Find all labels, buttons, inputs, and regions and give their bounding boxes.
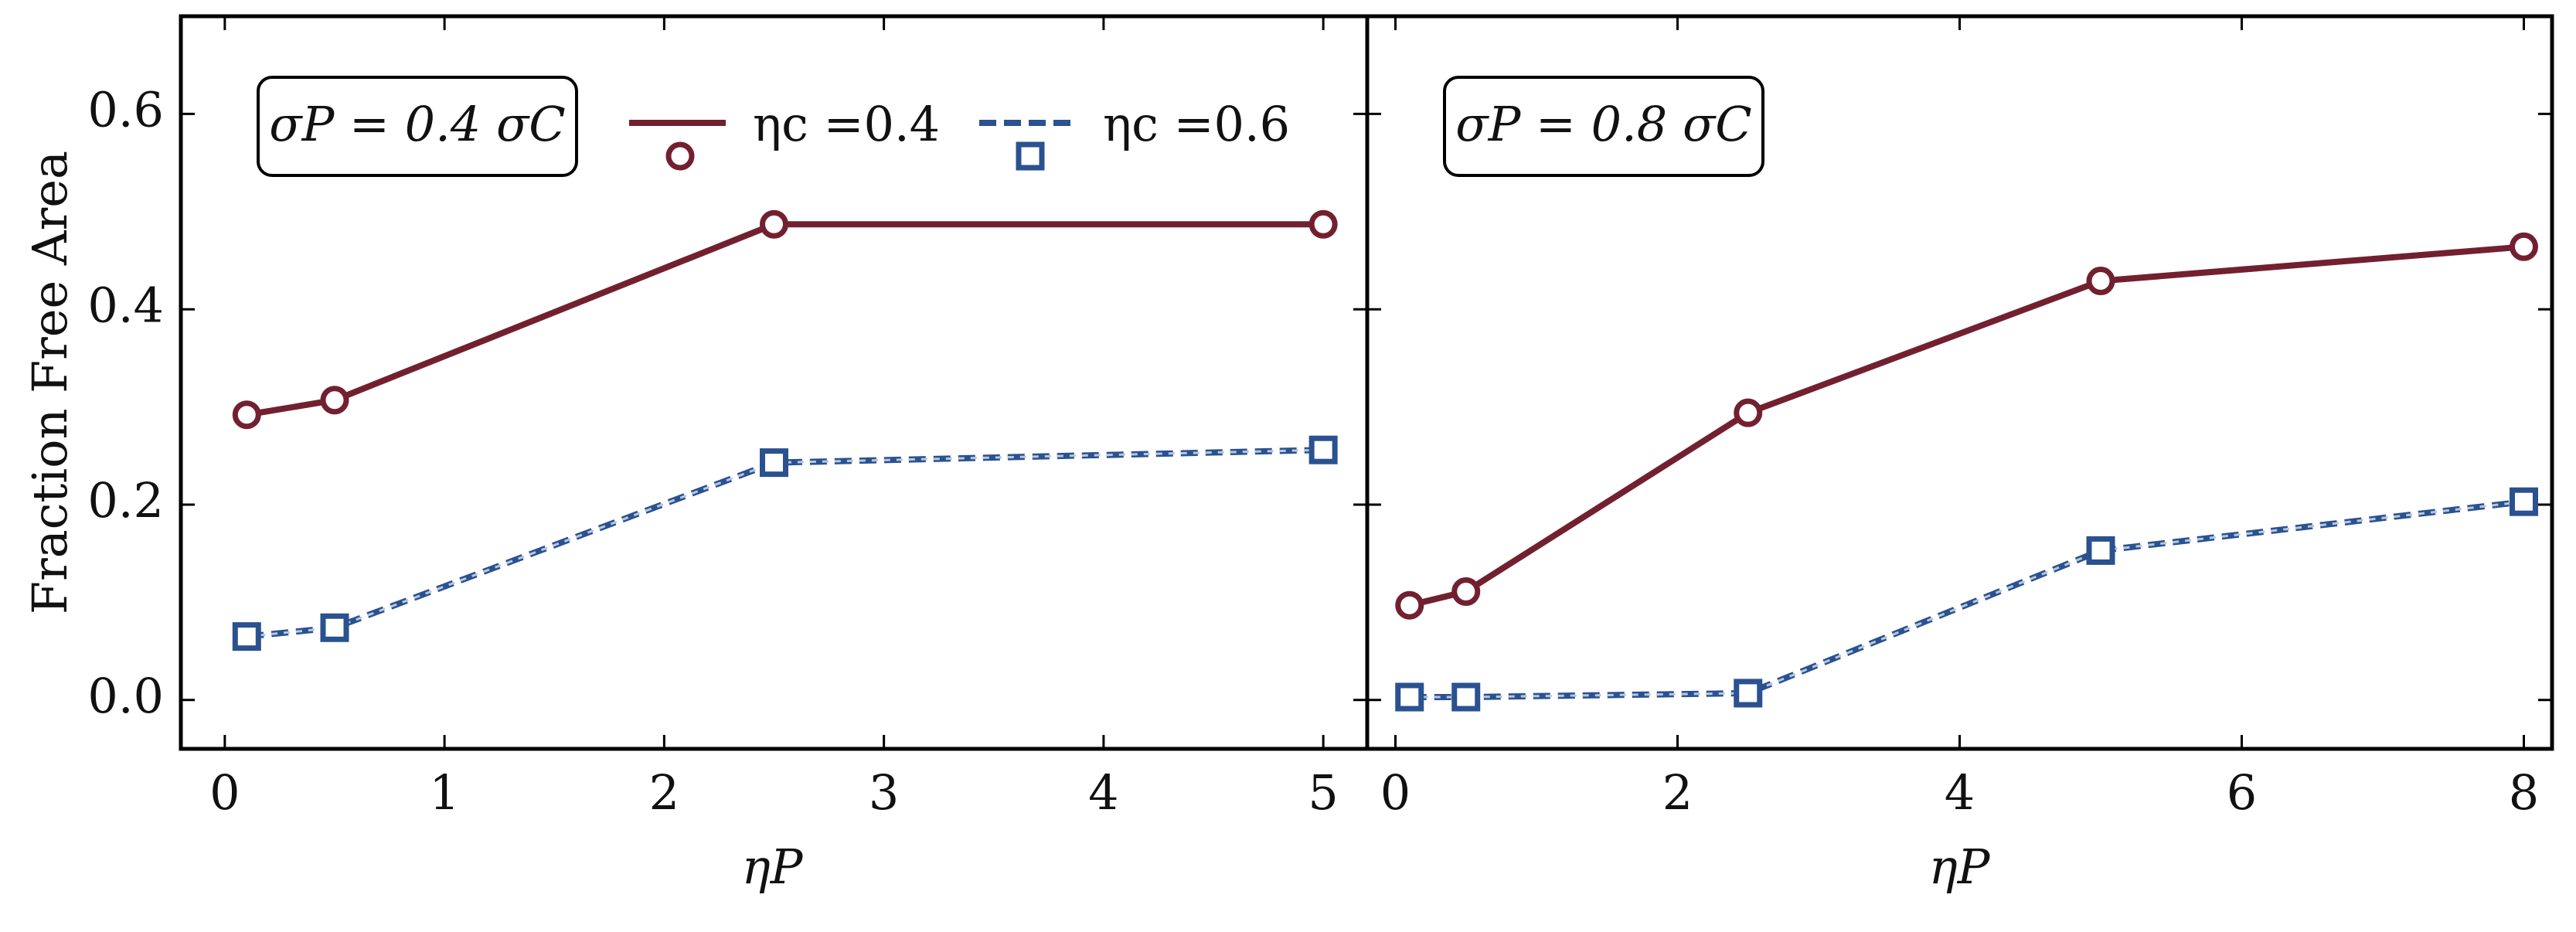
- y-axis-label: Fraction Free Area: [22, 151, 78, 614]
- marker: [2510, 487, 2538, 516]
- marker: [2086, 267, 2115, 296]
- line: [1408, 243, 2524, 609]
- annotation-box: [1443, 76, 1764, 177]
- line: [1409, 498, 2524, 701]
- x-tick-label: 2: [1662, 764, 1693, 821]
- x-tick-label: 8: [2509, 764, 2539, 821]
- marker: [1308, 435, 1338, 464]
- marker: [232, 622, 261, 651]
- marker: [1734, 398, 1763, 427]
- legend-label: ηc =0.6: [1103, 96, 1290, 152]
- marker: [320, 386, 349, 415]
- line-highlight: [1409, 500, 2524, 699]
- x-tick-label: 4: [1088, 764, 1118, 821]
- marker: [1451, 682, 1481, 712]
- x-tick-label: 2: [649, 764, 679, 821]
- line: [246, 447, 1324, 640]
- legend-label: ηc =0.4: [753, 96, 940, 152]
- x-tick-label: 0: [1380, 764, 1411, 821]
- x-axis-label: ηP: [742, 838, 804, 895]
- marker: [1451, 577, 1481, 606]
- x-tick-label: 4: [1945, 764, 1975, 821]
- marker: [320, 613, 349, 642]
- x-tick-label: 5: [1308, 764, 1338, 821]
- y-tick-label: 0.2: [87, 472, 164, 529]
- marker: [1308, 209, 1338, 239]
- marker: [2510, 232, 2538, 261]
- line: [246, 221, 1324, 418]
- marker: [1395, 590, 1424, 620]
- annotation: σP = 0.8 σC: [1455, 96, 1751, 152]
- y-tick-label: 0.0: [87, 668, 164, 724]
- x-tick-label: 0: [209, 764, 240, 821]
- legend-marker: [1016, 141, 1045, 171]
- marker: [232, 400, 261, 430]
- marker: [760, 209, 788, 239]
- x-tick-label: 3: [869, 764, 899, 821]
- y-tick-label: 0.4: [87, 277, 164, 333]
- marker: [1395, 682, 1424, 712]
- x-tick-label: 6: [2227, 764, 2257, 821]
- x-axis-label: ηP: [1929, 838, 1991, 895]
- x-tick-label: 1: [429, 764, 459, 821]
- line-highlight: [247, 448, 1324, 638]
- annotation-box: [257, 76, 578, 177]
- marker: [1734, 679, 1763, 708]
- marker: [2086, 536, 2115, 565]
- marker: [760, 448, 788, 478]
- legend-marker: [665, 141, 695, 171]
- y-tick-label: 0.6: [87, 82, 164, 138]
- annotation: σP = 0.4 σC: [269, 96, 565, 152]
